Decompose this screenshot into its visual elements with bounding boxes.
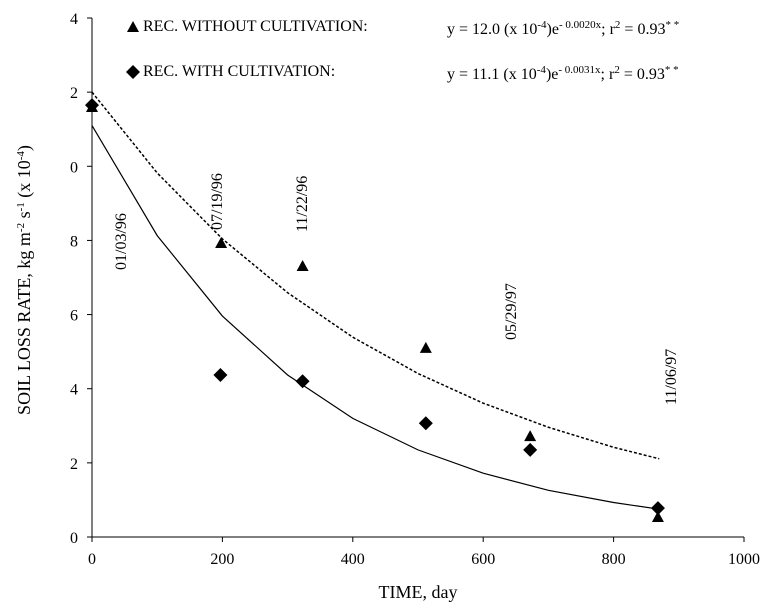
superscript: 2 — [615, 19, 621, 31]
text-part: ; r — [601, 66, 615, 83]
legend-equation: y = 12.0 (x 10-4)e- 0.0020x; r2 = 0.93* … — [447, 19, 679, 38]
text-part: = 0.93 — [620, 66, 665, 83]
data-point — [213, 367, 228, 382]
date-annotation: 11/06/97 — [663, 349, 680, 405]
data-point — [419, 341, 432, 353]
text-part: y = 12.0 (x 10 — [447, 21, 537, 38]
data-point — [215, 237, 228, 249]
superscript: -4 — [15, 151, 27, 161]
superscript: -4 — [537, 64, 547, 76]
data-point — [524, 430, 537, 442]
data-point — [295, 374, 310, 389]
x-tick-label: 1000 — [728, 551, 760, 568]
text-part: )e — [546, 66, 558, 83]
y-tick-label: 0 — [70, 159, 78, 176]
text-part: ; r — [601, 21, 615, 38]
data-point — [85, 98, 99, 113]
data-point — [296, 260, 309, 272]
data-point — [418, 416, 433, 431]
superscript: 2 — [614, 64, 620, 76]
legend-equation: y = 11.1 (x 10-4)e- 0.0031x; r2 = 0.93* … — [447, 64, 679, 83]
y-axis-label: SOIL LOSS RATE, kg m-2 s-1 (x 10-4) — [14, 145, 35, 415]
date-annotation: 11/22/96 — [294, 176, 311, 232]
text-part: (x 10 — [14, 160, 35, 202]
superscript: -4 — [537, 19, 547, 31]
legend-marker — [127, 21, 139, 32]
text-part: )e — [547, 21, 559, 38]
date-annotation: 05/29/97 — [503, 283, 520, 340]
fit-line — [91, 125, 660, 510]
y-tick-label: 4 — [70, 382, 78, 399]
y-tick-label: 4 — [70, 11, 78, 28]
y-tick-label: 2 — [70, 456, 78, 473]
x-tick-label: 200 — [210, 551, 234, 568]
y-tick-label: 2 — [70, 85, 78, 102]
y-tick-label: 0 — [70, 530, 78, 547]
x-axis-label: TIME, day — [379, 582, 458, 602]
y-tick-label: 8 — [70, 233, 78, 250]
fit-line — [91, 91, 660, 460]
x-tick-label: 400 — [341, 551, 365, 568]
x-tick-label: 0 — [88, 551, 96, 568]
legend-label: REC. WITH CULTIVATION: — [143, 63, 335, 80]
superscript: -1 — [15, 202, 27, 211]
superscript: * * — [665, 19, 679, 31]
data-point — [523, 442, 538, 457]
text-part: = 0.93 — [620, 21, 665, 38]
superscript: - 0.0020x — [559, 19, 602, 31]
legend-label: REC. WITHOUT CULTIVATION: — [143, 18, 368, 35]
data-point — [651, 510, 664, 522]
date-annotation: 07/19/96 — [209, 173, 226, 230]
text-part: SOIL LOSS RATE, kg m — [14, 232, 34, 415]
superscript: * * — [665, 64, 679, 76]
text-part: s — [14, 211, 34, 223]
date-annotation: 01/03/96 — [113, 213, 130, 270]
y-tick-label: 6 — [70, 308, 78, 325]
text-part: ) — [14, 145, 35, 151]
superscript: -2 — [15, 223, 27, 232]
data-point — [650, 501, 665, 516]
text-part: y = 11.1 (x 10 — [447, 66, 537, 83]
legend-marker — [126, 65, 140, 79]
superscript: - 0.0031x — [558, 64, 601, 76]
x-tick-label: 800 — [602, 551, 626, 568]
x-tick-label: 600 — [471, 551, 495, 568]
